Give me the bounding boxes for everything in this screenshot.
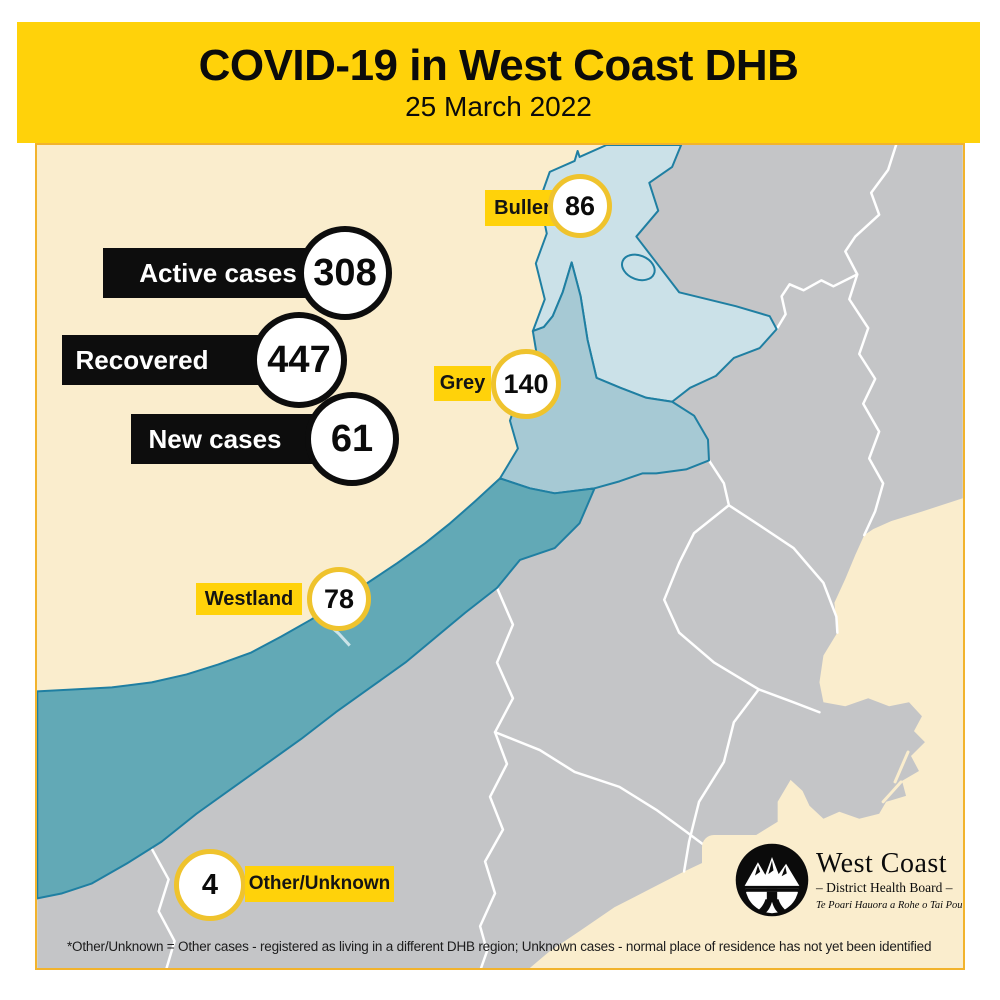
dhb-logo-text: West Coast – District Health Board – Te … [816, 848, 965, 912]
other-unknown-label-text: Other/Unknown [248, 873, 391, 894]
buller-label-text: Buller [494, 196, 551, 219]
district-border-southwest [150, 847, 176, 968]
new-cases-label: New cases [148, 423, 282, 454]
west-coast-map [37, 145, 963, 968]
map-panel: Active cases 308 Recovered 447 New cases… [35, 143, 965, 970]
report-date: 25 March 2022 [405, 91, 592, 122]
westland-cases-value: 78 [323, 583, 355, 614]
recovered-bar: Recovered [62, 335, 267, 385]
district-border-north [844, 145, 898, 537]
active-cases-value: 308 [313, 251, 377, 294]
westland-cases-circle: 78 [307, 567, 371, 631]
header-banner: COVID-19 in West Coast DHB 25 March 2022 [17, 22, 980, 143]
region-grey-shape [499, 261, 710, 495]
district-border-alpine [478, 586, 515, 968]
westland-label: Westland [196, 583, 302, 615]
buller-cases-circle: 86 [548, 174, 612, 238]
buller-label: Buller [485, 190, 560, 226]
district-border-northwest [775, 273, 859, 331]
district-border-south-spur [682, 688, 760, 873]
mountains-and-tree-icon [735, 843, 809, 917]
other-unknown-cases-value: 4 [201, 868, 219, 901]
buller-cases-value: 86 [564, 190, 596, 221]
dhb-logo: West Coast – District Health Board – Te … [702, 835, 965, 937]
new-cases-bar: New cases [131, 414, 337, 464]
westland-label-text: Westland [204, 587, 294, 610]
other-unknown-label: Other/Unknown [245, 866, 394, 902]
footnote: *Other/Unknown = Other cases - registere… [67, 939, 932, 954]
active-cases-circle: 308 [298, 226, 392, 320]
other-unknown-cases-circle: 4 [174, 849, 246, 921]
grey-label-text: Grey [439, 372, 486, 394]
new-cases-circle: 61 [305, 392, 399, 486]
harbour-inlet [881, 750, 910, 804]
new-cases-value: 61 [330, 417, 374, 460]
recovered-label: Recovered [75, 344, 209, 375]
dhb-name: West Coast [816, 848, 948, 879]
district-border-east-loop [707, 459, 839, 634]
grey-cases-value: 140 [503, 368, 549, 399]
recovered-value: 447 [267, 338, 331, 381]
dhb-subtitle: – District Health Board – [816, 880, 953, 896]
active-cases-bar: Active cases [103, 248, 333, 298]
page-title: COVID-19 in West Coast DHB [198, 41, 799, 90]
lake [621, 253, 656, 282]
district-border-south [493, 730, 720, 857]
district-border-mid-loop [662, 504, 821, 714]
grey-label: Grey [434, 366, 491, 401]
grey-cases-circle: 140 [491, 349, 561, 419]
recovered-circle: 447 [251, 312, 347, 408]
active-cases-label: Active cases [139, 257, 297, 288]
dhb-maori-name: Te Poari Hauora a Rohe o Tai Poutini [816, 900, 965, 912]
